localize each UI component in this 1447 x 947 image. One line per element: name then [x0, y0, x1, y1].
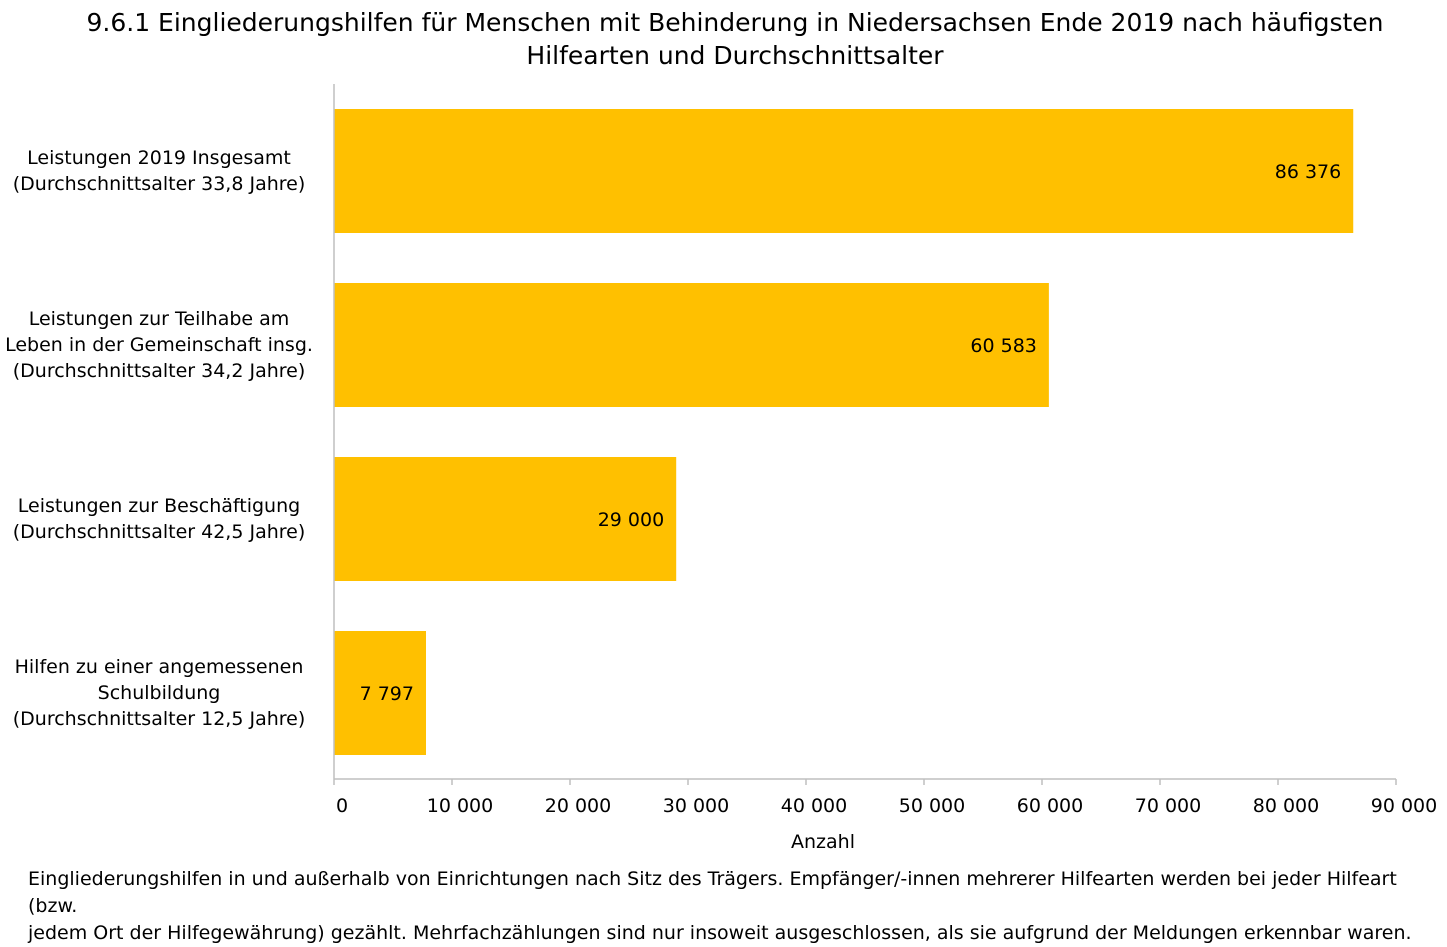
x-tick-label: 0	[336, 795, 348, 817]
category-label: Hilfen zu einer angemessenen Schulbildung…	[0, 654, 318, 732]
category-label-line: Hilfen zu einer angemessenen	[14, 656, 304, 678]
x-tick-label: 10 000	[427, 795, 493, 817]
footnote: Eingliederungshilfen in und außerhalb vo…	[28, 866, 1438, 947]
category-label: Leistungen zur Teilhabe am Leben in der G…	[0, 306, 318, 384]
category-label-line: Leistungen zur Beschäftigung	[17, 495, 301, 517]
category-label-line: Leistungen 2019 Insgesamt	[27, 147, 291, 169]
x-tick-label: 80 000	[1253, 795, 1319, 817]
category-label: Leistungen 2019 Insgesamt (Durchschnittsa…	[0, 145, 318, 197]
footnote-line: jedem Ort der Hilfegewährung) gezählt. M…	[28, 922, 1412, 944]
category-label-line: (Durchschnittsalter 12,5 Jahre)	[12, 708, 306, 730]
x-tick-label: 30 000	[663, 795, 729, 817]
data-label: 86 376	[1275, 161, 1341, 183]
chart-title: 9.6.1 Eingliederungshilfen für Menschen …	[20, 6, 1447, 72]
bar	[334, 283, 1049, 407]
chart-title-line: Hilfearten und Durchschnittsalter	[526, 41, 944, 70]
category-label-line: Schulbildung	[97, 682, 221, 704]
x-tick-label: 90 000	[1371, 795, 1437, 817]
data-label: 60 583	[970, 335, 1036, 357]
category-label-line: (Durchschnittsalter 42,5 Jahre)	[12, 521, 306, 543]
data-label: 7 797	[360, 683, 414, 705]
x-tick-label: 40 000	[781, 795, 847, 817]
category-label-line: Leben in der Gemeinschaft insg.	[5, 334, 313, 356]
x-tick-label: 20 000	[545, 795, 611, 817]
x-tick-label: 70 000	[1135, 795, 1201, 817]
data-label: 29 000	[598, 509, 664, 531]
bar	[334, 109, 1354, 233]
x-tick-label: 60 000	[1017, 795, 1083, 817]
category-label-line: Leistungen zur Teilhabe am	[28, 308, 290, 330]
chart-title-line: 9.6.1 Eingliederungshilfen für Menschen …	[86, 8, 1384, 37]
bar	[334, 631, 427, 755]
bar	[334, 457, 677, 581]
category-label-line: (Durchschnittsalter 33,8 Jahre)	[12, 173, 306, 195]
category-label-line: (Durchschnittsalter 34,2 Jahre)	[12, 360, 306, 382]
category-label: Leistungen zur Beschäftigung (Durchschnit…	[0, 493, 318, 545]
bar-chart: 86 376 60 583 29 000 7 797 0 10 000 20 000 30 0…	[333, 84, 1437, 853]
x-tick-label: 50 000	[899, 795, 965, 817]
x-axis-title: Anzahl	[791, 831, 855, 853]
footnote-line: Eingliederungshilfen in und außerhalb vo…	[28, 868, 1397, 917]
